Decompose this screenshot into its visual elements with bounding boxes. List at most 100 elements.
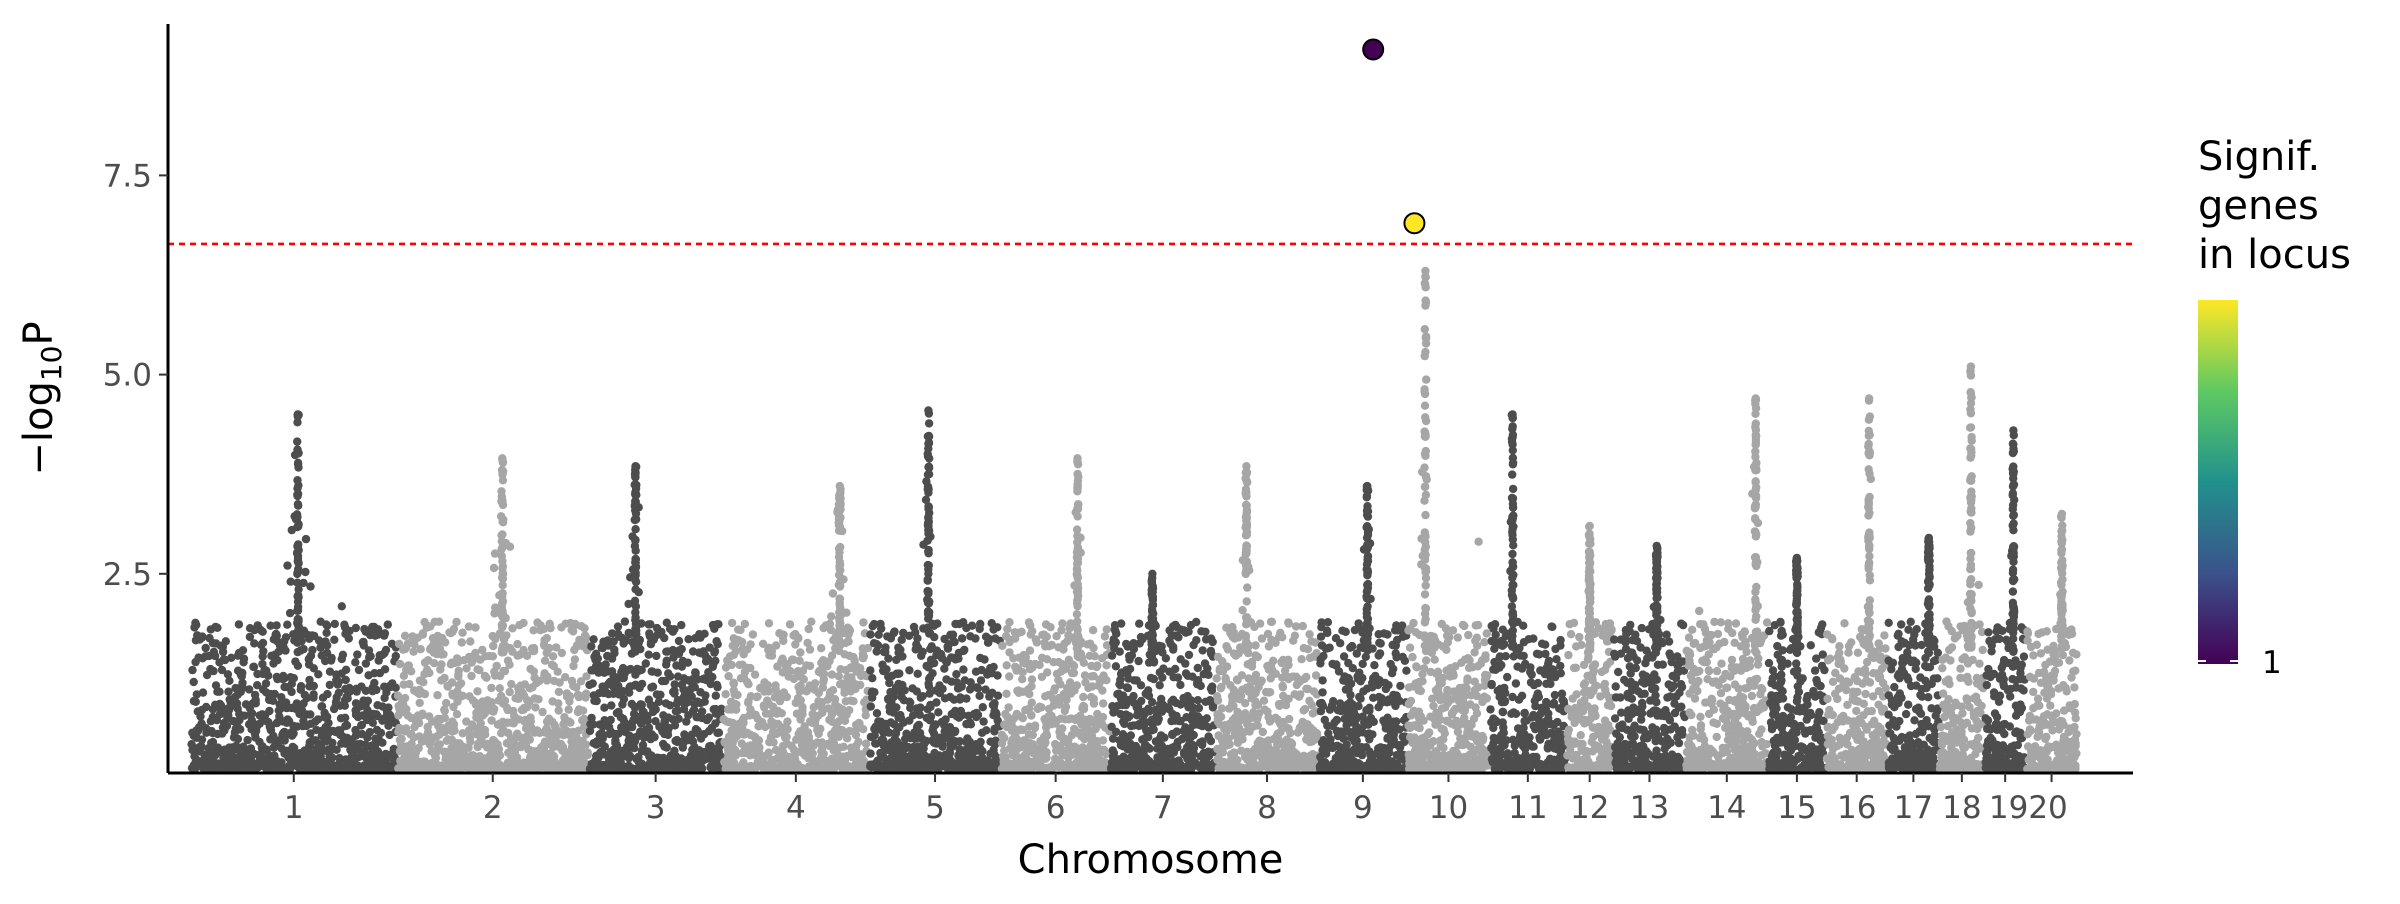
snp-point <box>395 764 404 773</box>
snp-point <box>1009 762 1018 771</box>
snp-point <box>609 637 618 646</box>
snp-point <box>946 630 955 639</box>
snp-point <box>548 697 557 706</box>
snp-point <box>191 657 200 667</box>
snp-point <box>483 764 492 773</box>
snp-point <box>1115 647 1124 656</box>
snp-point <box>399 671 409 680</box>
snp-point <box>223 670 233 679</box>
snp-point <box>219 655 229 664</box>
snp-point <box>471 648 480 658</box>
snp-point <box>803 741 812 750</box>
snp-point <box>773 708 782 717</box>
snp-point <box>1056 732 1065 741</box>
snp-point <box>913 643 923 652</box>
snp-point <box>294 463 303 472</box>
snp-point <box>554 706 563 715</box>
snp-point <box>293 602 303 612</box>
snp-point <box>604 689 613 699</box>
snp-point <box>755 743 764 752</box>
snp-point <box>940 664 949 673</box>
snp-point <box>210 651 220 661</box>
snp-point <box>189 696 199 706</box>
snp-point <box>1107 651 1117 660</box>
snp-point <box>1155 681 1164 690</box>
snp-point <box>926 712 936 721</box>
snp-point <box>448 727 457 736</box>
snp-point <box>923 470 933 479</box>
snp-point <box>485 741 494 750</box>
snp-point <box>532 679 541 688</box>
snp-point <box>448 717 457 726</box>
snp-point <box>304 655 313 664</box>
snp-point <box>507 743 516 752</box>
snp-point <box>258 659 267 669</box>
snp-point <box>293 661 303 670</box>
snp-point <box>498 725 508 734</box>
snp-point <box>293 614 302 624</box>
snp-point <box>989 625 998 634</box>
snp-point <box>1000 720 1009 729</box>
snp-point <box>211 681 221 690</box>
snp-point <box>1116 675 1125 685</box>
snp-point <box>347 735 356 744</box>
snp-point <box>445 628 454 637</box>
snp-point <box>914 720 924 730</box>
snp-point <box>861 739 871 748</box>
snp-point <box>293 522 302 532</box>
snp-point <box>329 704 339 714</box>
snp-point <box>507 679 516 689</box>
snp-point <box>500 696 510 705</box>
snp-point <box>233 734 243 744</box>
snp-point <box>513 651 522 660</box>
snp-point <box>727 618 737 628</box>
snp-point <box>817 658 826 667</box>
snp-point <box>393 691 403 700</box>
snp-point <box>902 729 911 738</box>
snp-point <box>759 760 768 770</box>
snp-point <box>689 705 699 714</box>
snp-point <box>724 672 733 681</box>
snp-point <box>378 738 387 747</box>
snp-point <box>481 730 490 739</box>
snp-point <box>795 656 804 665</box>
snp-point <box>917 734 927 743</box>
snp-point <box>630 501 640 510</box>
snp-point <box>368 622 377 632</box>
snp-point <box>247 709 257 718</box>
snp-point <box>299 699 308 708</box>
snp-point <box>775 629 784 638</box>
snp-point <box>1109 704 1119 713</box>
snp-point <box>631 514 641 524</box>
snp-point <box>925 454 934 463</box>
snp-point <box>409 647 418 656</box>
snp-point <box>391 683 400 692</box>
snp-point <box>472 724 481 733</box>
snp-point <box>305 675 314 685</box>
snp-point <box>306 729 315 738</box>
snp-point <box>320 713 329 722</box>
snp-point <box>923 623 932 632</box>
snp-point <box>870 688 879 697</box>
snp-point <box>1084 745 1093 754</box>
snp-point <box>286 763 295 772</box>
snp-point <box>540 641 549 650</box>
snp-point <box>785 620 795 629</box>
snp-point <box>502 703 512 713</box>
snp-point <box>977 665 986 675</box>
snp-point <box>541 750 550 759</box>
snp-point <box>440 713 450 723</box>
snp-point <box>410 640 419 649</box>
snp-point <box>428 746 438 756</box>
snp-point <box>796 734 806 744</box>
snp-point <box>1129 764 1138 773</box>
snp-point <box>410 748 419 758</box>
snp-point <box>567 729 577 738</box>
snp-point <box>632 629 641 638</box>
snp-point <box>706 762 715 771</box>
snp-point <box>1002 661 1011 670</box>
snp-point <box>835 560 845 570</box>
snp-point <box>420 617 429 627</box>
snp-point <box>338 650 348 659</box>
snp-point <box>1148 637 1157 647</box>
